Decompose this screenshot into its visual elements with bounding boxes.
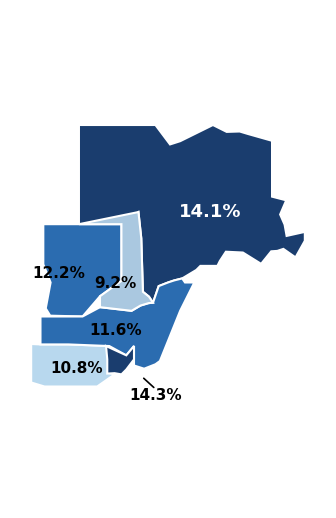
Text: 12.2%: 12.2% <box>32 266 85 281</box>
Text: 14.3%: 14.3% <box>130 388 182 403</box>
Text: 10.8%: 10.8% <box>51 361 103 376</box>
Text: 14.1%: 14.1% <box>179 204 242 222</box>
Text: 9.2%: 9.2% <box>94 276 136 291</box>
Polygon shape <box>31 344 115 386</box>
Polygon shape <box>79 212 153 311</box>
Polygon shape <box>79 125 305 303</box>
Text: 11.6%: 11.6% <box>89 323 142 338</box>
Polygon shape <box>40 279 194 369</box>
Polygon shape <box>106 346 134 375</box>
Polygon shape <box>43 224 121 316</box>
